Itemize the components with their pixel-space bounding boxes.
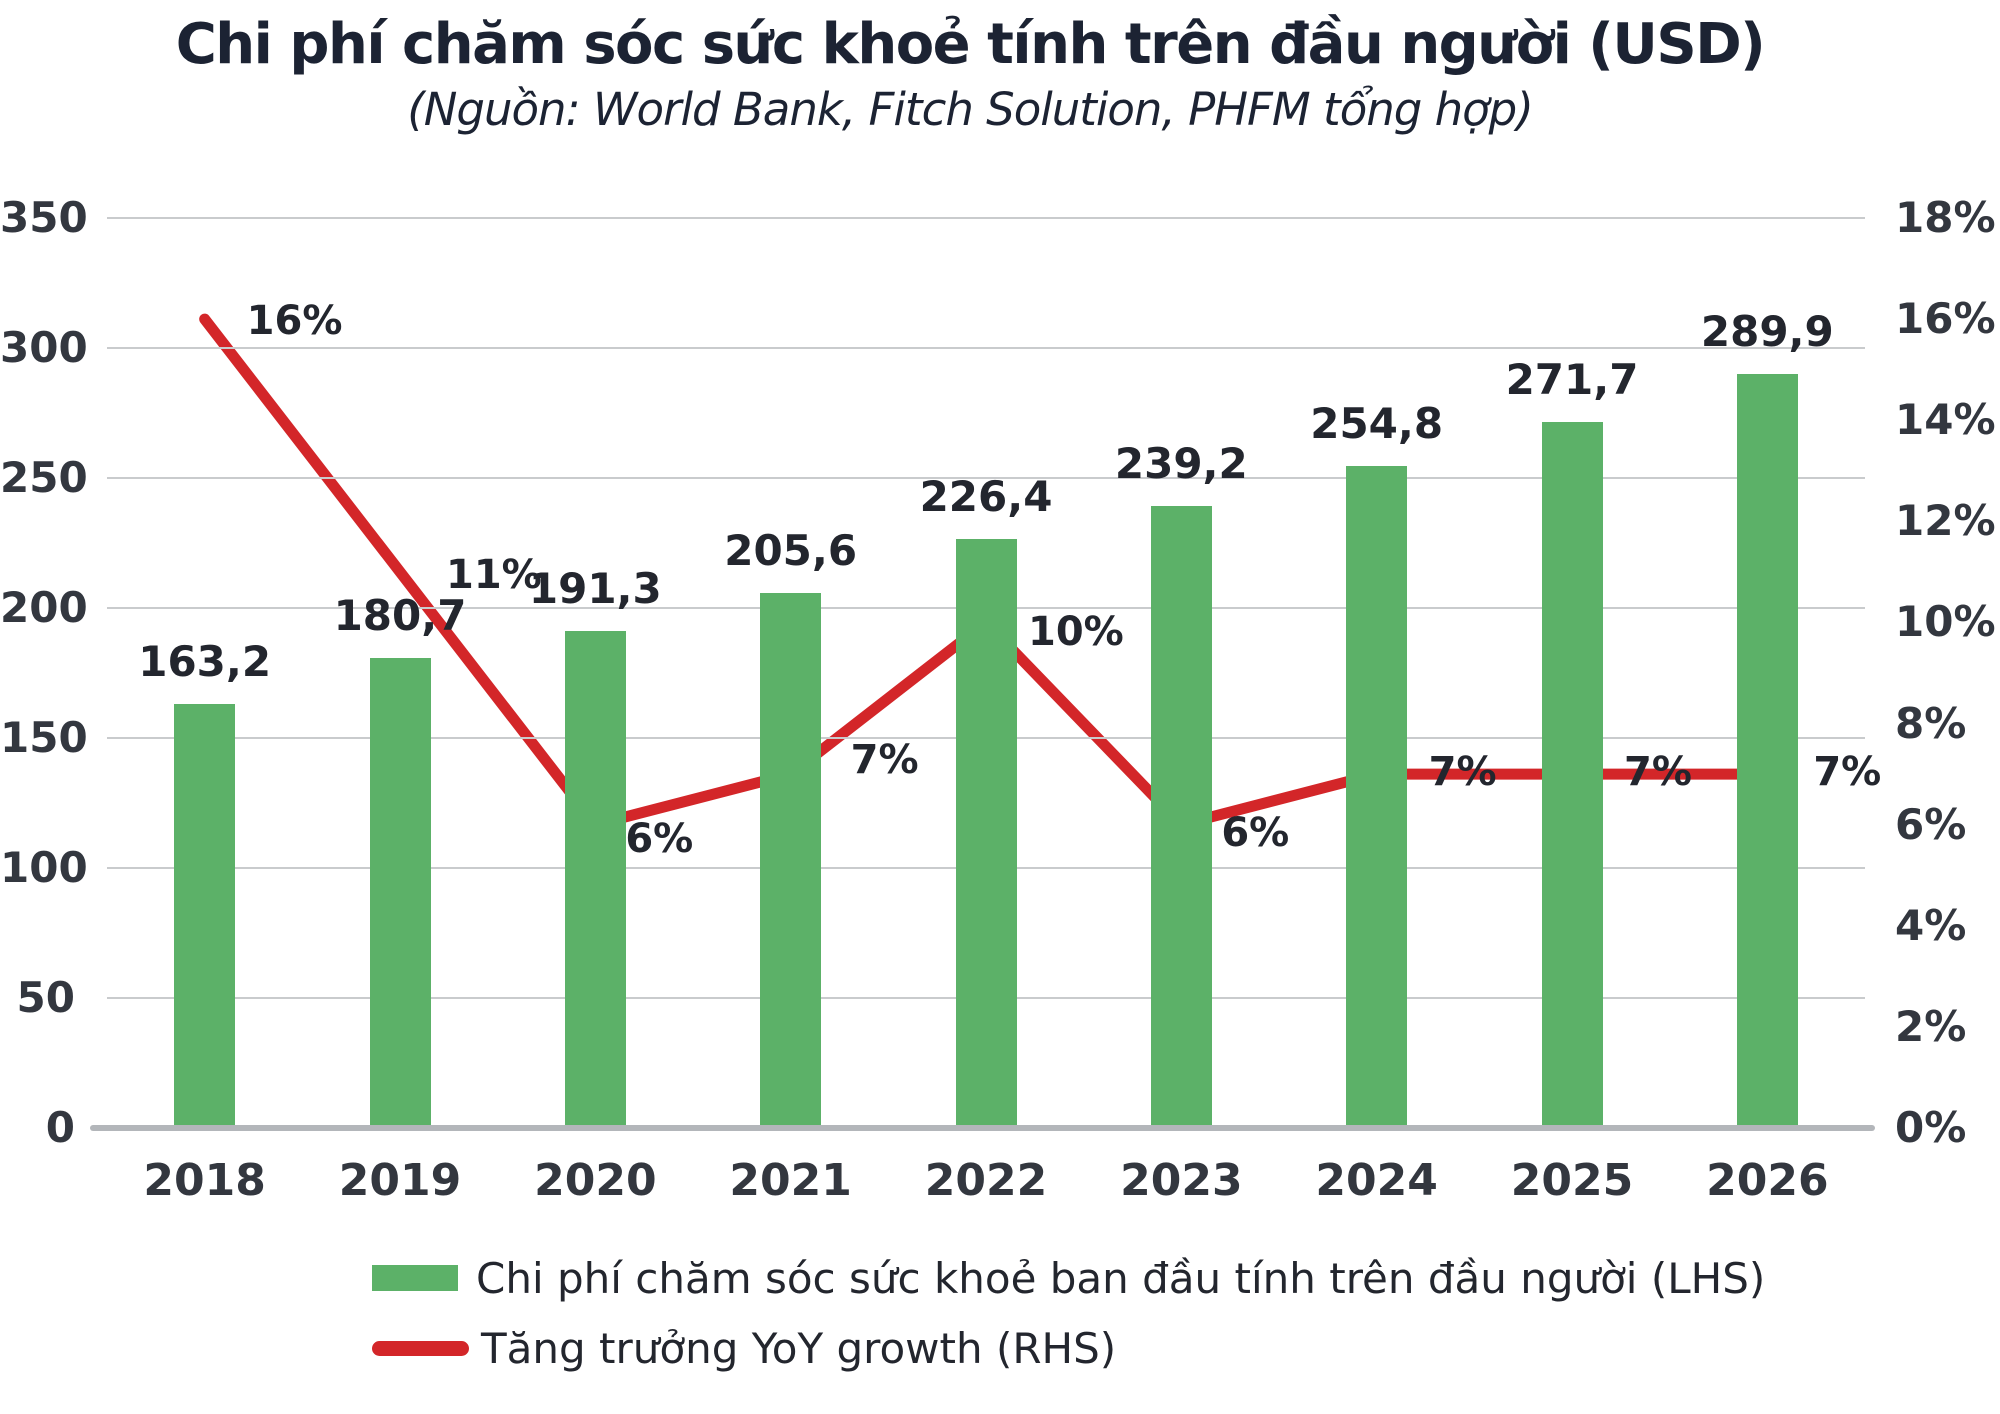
bar-value-label: 191,3 <box>528 563 662 613</box>
gridline <box>107 217 1865 219</box>
legend-line-swatch <box>372 1340 469 1356</box>
x-axis-label: 2020 <box>534 1155 657 1206</box>
bar-value-label: 163,2 <box>138 636 272 686</box>
left-axis-tick: 100 <box>0 843 88 892</box>
bar-value-label: 254,8 <box>1310 398 1444 448</box>
x-axis-label: 2022 <box>924 1155 1048 1206</box>
right-axis-tick: 8% <box>1895 698 1967 748</box>
bar-value-label: 271,7 <box>1505 354 1639 404</box>
bar-2020 <box>564 630 626 1128</box>
yoy-point-label: 7% <box>1428 749 1497 796</box>
right-axis-tick: 16% <box>1895 294 1996 344</box>
bar-2022 <box>955 539 1017 1128</box>
bar-2021 <box>760 593 822 1128</box>
chart-header: Chi phí chăm sóc sức khoẻ tính trên đầu … <box>0 12 1970 136</box>
right-axis-tick: 18% <box>1895 193 1996 242</box>
right-axis-tick: 2% <box>1895 1001 1967 1051</box>
bar-value-label: 205,6 <box>724 526 858 576</box>
yoy-point-label: 16% <box>246 298 343 345</box>
left-axis-tick: 0 <box>45 1103 75 1152</box>
x-axis-label: 2018 <box>143 1155 266 1206</box>
right-axis-tick: 10% <box>1895 597 1996 647</box>
bar-2025 <box>1541 421 1603 1128</box>
yoy-point-label: 6% <box>1221 809 1290 856</box>
left-axis-tick: 150 <box>0 713 88 762</box>
page-subtitle: (Nguồn: World Bank, Fitch Solution, PHFM… <box>407 83 1534 136</box>
right-axis-tick: 14% <box>1895 395 1996 445</box>
bar-value-label: 289,9 <box>1700 307 1834 357</box>
yoy-point-label: 6% <box>625 815 694 862</box>
x-axis-label: 2026 <box>1706 1155 1829 1206</box>
plot-area: 163,2 180,7 191,3 205,6 226,4 239,2 254,8 271,7… <box>107 217 1881 1128</box>
left-axis-tick: 300 <box>0 323 88 372</box>
bar-2018 <box>174 703 236 1128</box>
right-axis-tick: 6% <box>1895 799 1967 849</box>
x-axis-label: 2021 <box>729 1155 852 1206</box>
legend-bar-swatch <box>372 1265 458 1291</box>
bar-2023 <box>1150 506 1212 1128</box>
page-title: Chi phí chăm sóc sức khoẻ tính trên đầu … <box>175 12 1766 77</box>
legend-row-bar: Chi phí chăm sóc sức khoẻ ban đầu tính t… <box>372 1252 1765 1304</box>
x-axis-label: 2023 <box>1120 1155 1243 1206</box>
left-axis-tick: 200 <box>0 583 88 632</box>
gridline <box>107 347 1865 349</box>
bar-value-label: 239,2 <box>1114 439 1248 489</box>
left-axis-tick: 350 <box>0 193 88 242</box>
gridline <box>107 477 1865 479</box>
legend-row-line: Tăng trưởng YoY growth (RHS) <box>372 1322 1765 1374</box>
right-axis-tick: 12% <box>1895 496 1996 546</box>
x-axis-line <box>90 1125 1875 1131</box>
right-axis-tick: 0% <box>1895 1103 1967 1152</box>
left-axis-tick: 250 <box>0 453 88 502</box>
yoy-point-label: 7% <box>850 737 919 784</box>
x-axis-label: 2019 <box>338 1155 462 1206</box>
bar-2019 <box>369 658 431 1128</box>
right-axis-tick: 4% <box>1895 900 1967 950</box>
legend: Chi phí chăm sóc sức khoẻ ban đầu tính t… <box>372 1252 1765 1392</box>
x-axis-label: 2024 <box>1315 1155 1438 1206</box>
yoy-point-label: 10% <box>1028 609 1124 656</box>
yoy-point-label: 11% <box>446 551 542 598</box>
yoy-point-label: 7% <box>1624 749 1692 796</box>
legend-bar-label: Chi phí chăm sóc sức khoẻ ban đầu tính t… <box>476 1253 1766 1303</box>
bar-value-label: 226,4 <box>919 472 1053 522</box>
bar-2026 <box>1736 374 1798 1128</box>
bar-2024 <box>1346 465 1408 1128</box>
x-axis-label: 2025 <box>1510 1155 1634 1206</box>
left-axis-tick: 50 <box>16 973 75 1022</box>
legend-line-label: Tăng trưởng YoY growth (RHS) <box>481 1323 1117 1373</box>
yoy-point-label: 7% <box>1813 749 1882 796</box>
bar-value-label: 180,7 <box>333 591 467 641</box>
